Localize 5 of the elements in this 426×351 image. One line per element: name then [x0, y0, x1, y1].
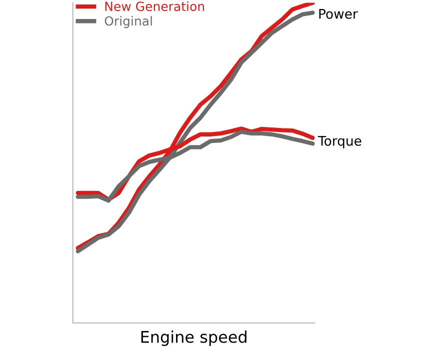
legend-label: Original: [104, 16, 152, 28]
text: Power: [319, 9, 358, 19]
x-axis-title: Engine speed: [141, 330, 246, 346]
legend-label: New Generation: [105, 1, 204, 12]
text: Torque: [318, 136, 362, 148]
